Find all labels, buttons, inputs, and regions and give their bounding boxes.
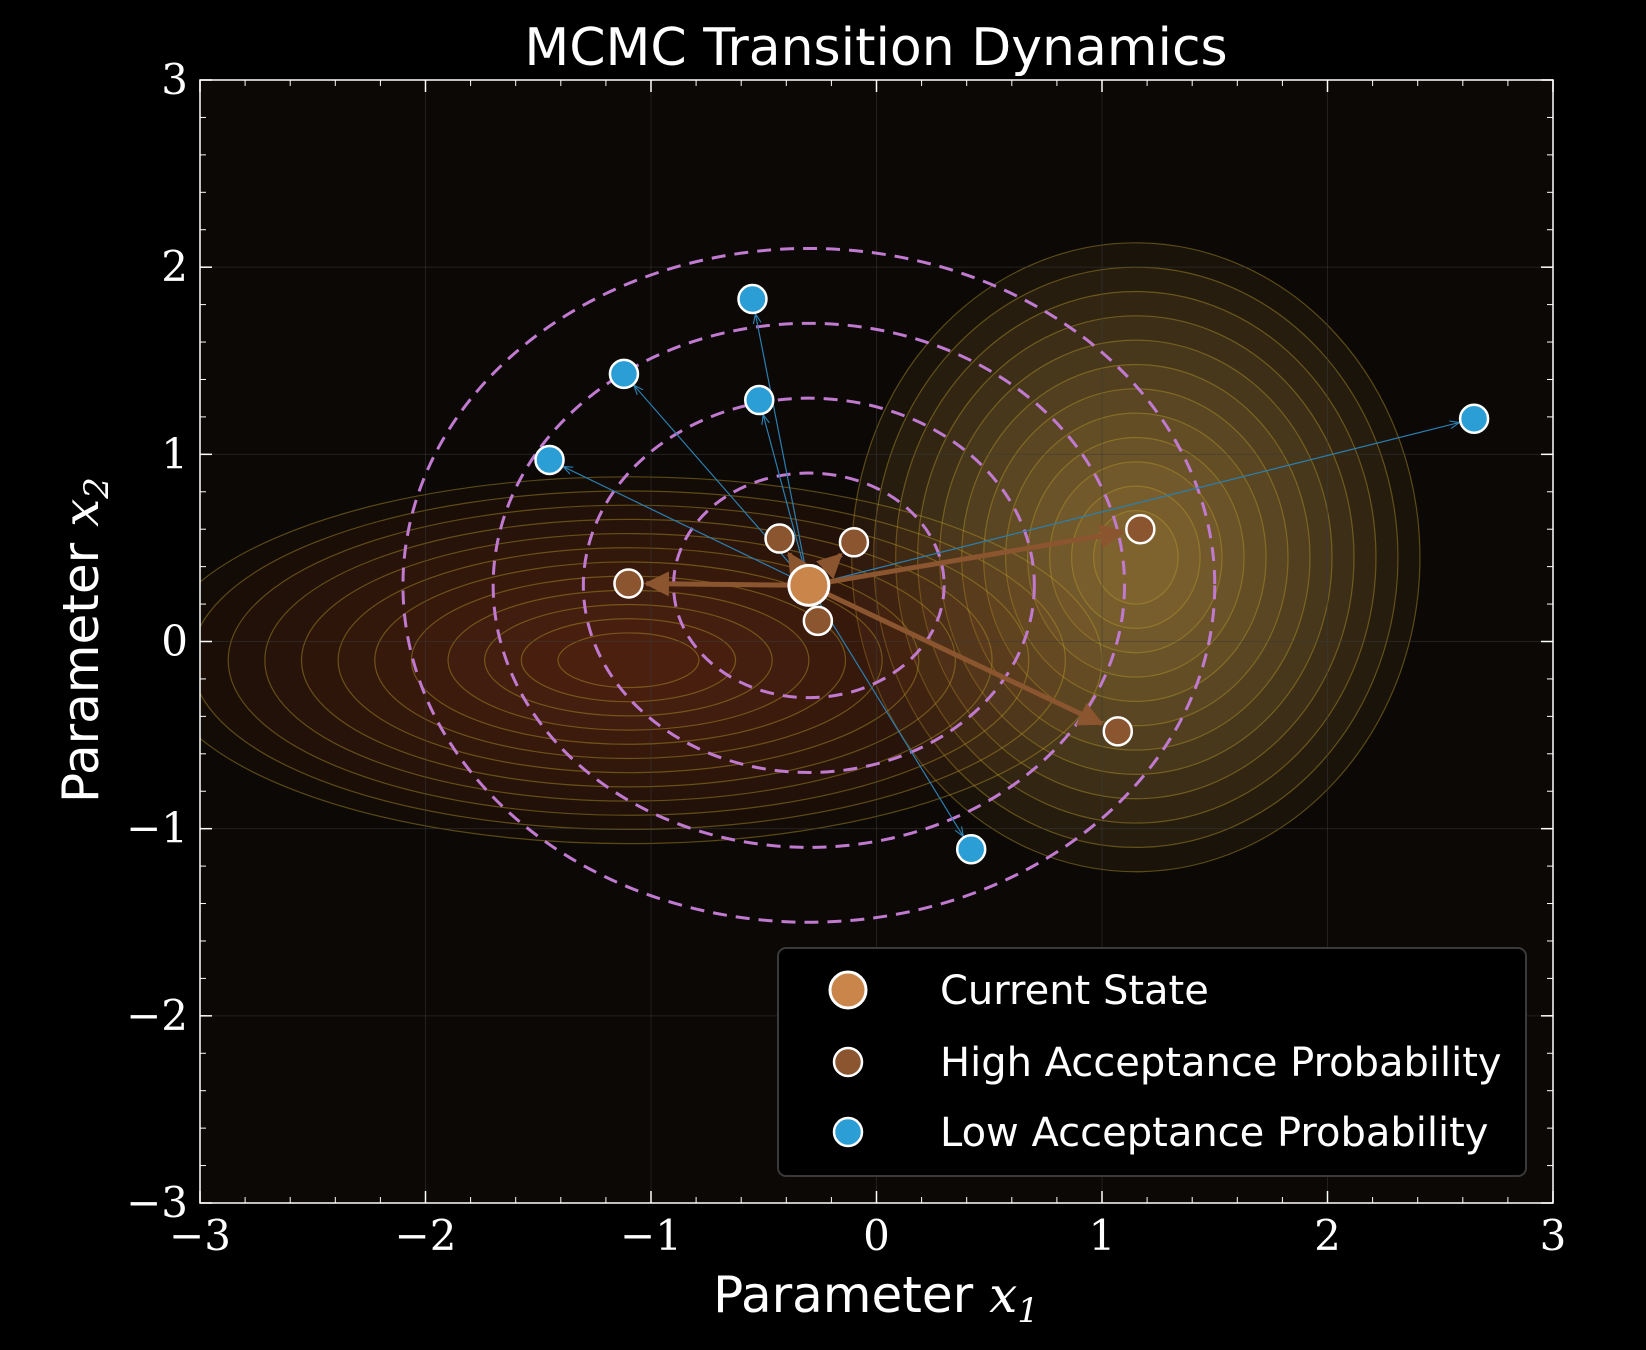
x-axis-label-var: x [989, 1266, 1017, 1324]
y-tick-label-4: 1 [161, 429, 188, 478]
high-arrow-1 [643, 571, 789, 597]
x-axis-label-text: Parameter [713, 1266, 989, 1324]
x-tick-label-4: 1 [1089, 1211, 1116, 1260]
y-tick-label-1: −2 [126, 991, 188, 1040]
x-axis-label-sub: 1 [1017, 1291, 1039, 1331]
data-points [534, 283, 1490, 865]
proposal-ring-3 [401, 246, 1217, 924]
axis-ticks: −3 −2 −1 0 1 2 3 −3 −2 −1 0 1 2 3 [126, 55, 1566, 1260]
low-acceptance-point-3 [534, 444, 565, 476]
high-acceptance-point-0 [1125, 513, 1156, 545]
high-arrow-4 [816, 552, 843, 580]
chart-title: MCMC Transition Dynamics [524, 18, 1227, 78]
density-contours [200, 242, 1421, 873]
density-mode-0-level-4 [939, 339, 1333, 775]
x-tick-label-1: −2 [395, 1211, 457, 1260]
low-acceptance-point-5 [955, 834, 987, 865]
current-state-point [787, 563, 831, 607]
high-arrow-3 [786, 551, 812, 580]
high-arrow-2 [825, 591, 1104, 726]
proposal-ring-0 [672, 471, 946, 700]
low-arrow-0 [756, 315, 806, 566]
low-arrow-4 [828, 423, 1458, 582]
density-mode-1-level-5 [337, 547, 920, 774]
x-tick-label-5: 2 [1314, 1211, 1341, 1260]
y-tick-label-3: 0 [161, 617, 188, 666]
y-tick-label-0: −3 [126, 1178, 188, 1227]
legend-label-high: High Acceptance Probability [940, 1040, 1502, 1086]
density-mode-0-level-3 [917, 315, 1355, 800]
y-tick-label-2: −1 [126, 804, 188, 853]
high-acceptance-point-2 [1102, 716, 1134, 747]
proposal-rings [401, 246, 1217, 924]
density-mode-1-level-9 [484, 603, 773, 717]
proposal-ring-2 [491, 321, 1127, 849]
low-acceptance-point-0 [737, 283, 768, 315]
x-tick-label-3: 0 [863, 1211, 890, 1260]
y-axis-label-text: Parameter [52, 527, 110, 803]
proposal-ring-1 [581, 396, 1036, 775]
low-arrow-5 [818, 602, 962, 835]
high-arrow-0 [828, 523, 1126, 585]
low-acceptance-point-1 [608, 358, 640, 390]
low-arrow-2 [763, 416, 805, 567]
y-axis-label-var: x [52, 499, 110, 527]
legend-marker-current [828, 970, 868, 1010]
x-tick-label-6: 3 [1540, 1211, 1567, 1260]
high-acceptance-point-4 [838, 527, 870, 558]
high-acceptance-point-1 [613, 568, 644, 599]
x-tick-label-0: −3 [169, 1211, 231, 1260]
density-mode-0-level-7 [1004, 412, 1267, 702]
density-mode-0-level-2 [895, 290, 1377, 824]
legend-label-low: Low Acceptance Probability [940, 1110, 1488, 1156]
x-tick-label-2: −1 [620, 1211, 682, 1260]
y-axis-label-sub: 2 [77, 477, 117, 500]
density-mode-0-level-8 [1026, 436, 1245, 678]
low-acceptance-point-2 [743, 384, 775, 416]
legend-marker-high [832, 1046, 864, 1078]
density-mode-0-level-9 [1048, 461, 1223, 654]
x-axis-label: Parameter x1 [713, 1266, 1039, 1331]
high-acceptance-point-3 [764, 523, 795, 554]
legend: Current State High Acceptance Probabilit… [777, 947, 1527, 1177]
high-acceptance-point-5 [802, 605, 834, 637]
y-tick-label-5: 2 [161, 242, 188, 291]
low-arrow-3 [564, 467, 792, 578]
density-mode-1-level-10 [520, 618, 737, 703]
y-axis-label: Parameter x2 [52, 477, 117, 803]
y-tick-label-6: 3 [161, 55, 188, 104]
density-mode-1-level-6 [374, 561, 883, 760]
legend-marker-low [832, 1116, 864, 1148]
density-mode-0-level-10 [1070, 485, 1201, 629]
legend-label-current: Current State [940, 968, 1209, 1014]
low-acceptance-point-4 [1458, 403, 1490, 435]
density-mode-1-level-11 [557, 632, 700, 689]
legend-box [777, 947, 1527, 1177]
transition-arrows [564, 315, 1459, 836]
